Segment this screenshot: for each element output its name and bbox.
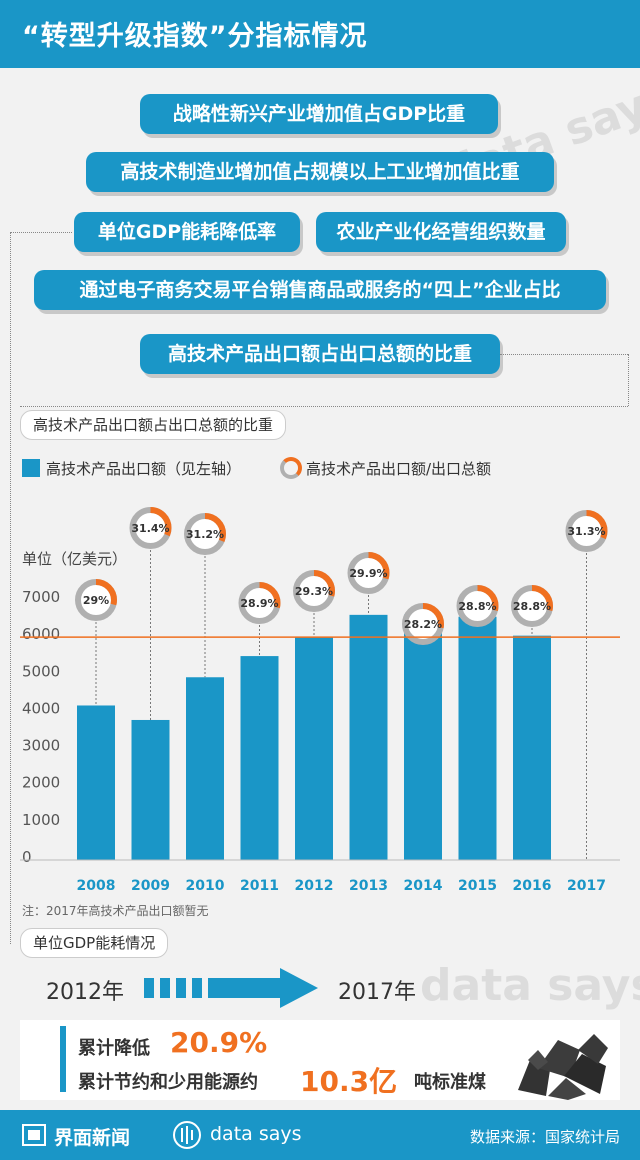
legend-bar-label: 高技术产品出口额（见左轴） <box>46 460 242 478</box>
x-tick-label: 2011 <box>240 878 279 894</box>
x-tick-label: 2017 <box>567 878 606 894</box>
legend-ring-swatch <box>280 457 302 479</box>
footer: 界面新闻 data says 数据来源：国家统计局 <box>0 1110 640 1160</box>
x-tick-label: 2016 <box>513 878 552 894</box>
connector-line <box>500 354 628 355</box>
x-tick-label: 2014 <box>404 878 443 894</box>
ring-arc <box>511 585 553 627</box>
stat-saving-label: 累计节约和少用能源约 <box>78 1072 258 1093</box>
x-tick-label: 2013 <box>349 878 388 894</box>
y-tick-label: 4000 <box>22 699 60 717</box>
bar <box>458 616 497 860</box>
page-header: “转型升级指数”分指标情况 <box>0 0 640 68</box>
ring-label: 29% <box>83 594 109 607</box>
connector-line <box>10 232 11 944</box>
connector-line <box>20 406 628 407</box>
ring-label: 28.2% <box>404 618 442 631</box>
arrow-icon <box>144 968 318 1008</box>
brand-datasays: data says <box>210 1123 302 1145</box>
bar <box>240 656 279 860</box>
legend-bar-swatch <box>22 459 40 477</box>
bar <box>295 636 333 860</box>
brand-jiemian: 界面新闻 <box>54 1127 131 1149</box>
y-axis-unit: 单位（亿美元） <box>22 550 128 568</box>
bar <box>404 614 442 860</box>
stats-accent-bar <box>60 1026 66 1092</box>
ring-arc <box>238 582 281 624</box>
legend-ring-label: 高技术产品出口额/出口总额 <box>306 460 492 478</box>
ring-arc <box>75 579 117 621</box>
ring-label: 29.9% <box>349 567 387 580</box>
indicator-pill: 高技术制造业增加值占规模以上工业增加值比重 <box>86 152 554 192</box>
section-label-export: 高技术产品出口额占出口总额的比重 <box>20 410 287 440</box>
connector-line <box>628 354 629 406</box>
bar <box>131 719 170 860</box>
ring-arc <box>565 510 608 552</box>
ring-label: 28.9% <box>240 597 278 610</box>
section-label-energy: 单位GDP能耗情况 <box>20 928 169 958</box>
x-tick-label: 2012 <box>295 878 334 894</box>
indicator-pill: 高技术产品出口额占出口总额的比重 <box>140 334 500 374</box>
connector-line <box>10 232 72 233</box>
ring-arc <box>129 507 172 549</box>
x-tick-label: 2010 <box>186 878 225 894</box>
y-tick-label: 6000 <box>22 625 60 643</box>
coal-icon <box>518 1034 608 1100</box>
ring-arc <box>402 603 444 645</box>
chart-note: 注：2017年高技术产品出口额暂无 <box>22 904 209 918</box>
x-tick-label: 2015 <box>458 878 497 894</box>
ring-arc <box>293 570 335 612</box>
ring-label: 29.3% <box>295 585 333 598</box>
bar <box>349 614 388 860</box>
ring-arc <box>347 552 390 594</box>
indicator-pill: 通过电子商务交易平台销售商品或服务的“四上”企业占比 <box>34 270 606 310</box>
stat-saving-value: 10.3亿 <box>300 1065 398 1098</box>
bar <box>77 705 115 860</box>
indicator-pill: 单位GDP能耗降低率 <box>74 212 300 252</box>
x-tick-label: 2008 <box>77 878 116 894</box>
indicator-pill: 农业产业化经营组织数量 <box>316 212 566 252</box>
y-tick-label: 0 <box>22 848 32 866</box>
ring-label: 31.4% <box>131 522 169 535</box>
datasays-logo-icon <box>173 1121 201 1149</box>
watermark: data says <box>420 960 640 1011</box>
x-tick-label: 2009 <box>131 878 170 894</box>
jiemian-logo-icon <box>22 1124 46 1146</box>
page-title: “转型升级指数”分指标情况 <box>22 21 368 52</box>
ring-arc <box>184 513 226 555</box>
y-tick-label: 1000 <box>22 811 60 829</box>
y-tick-label: 5000 <box>22 662 60 680</box>
stat-reduction-value: 20.9% <box>170 1026 268 1059</box>
indicator-pill: 战略性新兴产业增加值占GDP比重 <box>140 94 498 134</box>
y-tick-label: 3000 <box>22 737 60 755</box>
ring-label: 31.2% <box>186 528 224 541</box>
stat-saving-unit: 吨标准煤 <box>414 1072 486 1093</box>
bar <box>186 677 224 860</box>
data-source: 数据来源：国家统计局 <box>469 1128 620 1146</box>
y-tick-label: 2000 <box>22 774 60 792</box>
bar <box>513 635 551 860</box>
ring-label: 31.3% <box>567 525 605 538</box>
year-to: 2017年 <box>338 980 416 1005</box>
stat-reduction-label: 累计降低 <box>78 1038 150 1059</box>
ring-label: 28.8% <box>458 600 496 613</box>
ring-label: 28.8% <box>513 600 551 613</box>
year-from: 2012年 <box>46 980 124 1005</box>
ring-arc <box>456 585 499 627</box>
y-tick-label: 7000 <box>22 588 60 606</box>
bar-chart: 0 1000 2000 3000 4000 5000 6000 7000 29% 2008 31.4… <box>20 507 620 894</box>
